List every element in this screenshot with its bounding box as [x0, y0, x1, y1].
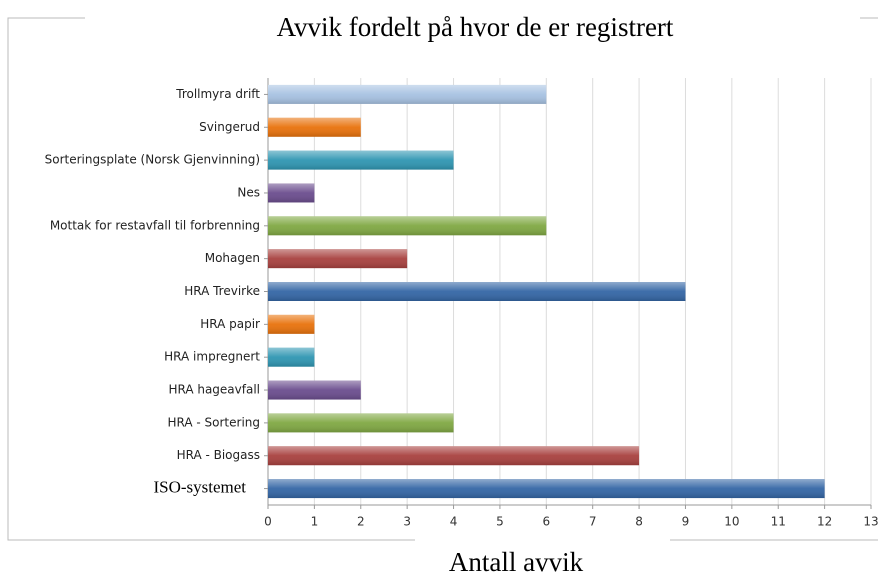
bar-shine	[268, 413, 454, 433]
y-tick-label: HRA papir	[200, 317, 260, 331]
bar-shine	[268, 282, 686, 301]
x-tick-label: 12	[817, 515, 832, 529]
x-tick-label: 9	[682, 515, 690, 529]
x-tick-label: 7	[589, 515, 597, 529]
y-tick-label: HRA hageavfall	[168, 383, 260, 397]
y-tick-label: HRA Trevirke	[184, 284, 260, 298]
x-tick-label: 1	[311, 515, 319, 529]
x-tick-label: 5	[496, 515, 504, 529]
x-tick-label: 4	[450, 515, 458, 529]
x-tick-label: 0	[264, 515, 272, 529]
bar-shine	[268, 84, 547, 104]
y-tick-label: ISO-systemet	[153, 477, 246, 496]
x-tick-label: 13	[863, 515, 878, 529]
y-tick-label: Trollmyra drift	[175, 87, 260, 101]
bar-shine	[268, 216, 547, 236]
y-tick-label: Mohagen	[205, 251, 260, 265]
y-tick-label: HRA - Sortering	[167, 415, 260, 429]
bar-shine	[268, 117, 361, 137]
x-tick-label: 2	[357, 515, 365, 529]
x-tick-label: 6	[542, 515, 550, 529]
y-tick-label: Nes	[237, 185, 260, 199]
x-tick-label: 8	[635, 515, 643, 529]
bar-shine	[268, 150, 454, 170]
y-tick-label: HRA impregnert	[164, 350, 260, 364]
frame	[670, 17, 878, 541]
x-tick-label: 3	[403, 515, 411, 529]
bar-shine	[268, 479, 825, 499]
y-tick-label: Sorteringsplate (Norsk Gjenvinning)	[45, 153, 260, 167]
x-tick-label: 11	[771, 515, 786, 529]
x-axis-title: Antall avvik	[449, 547, 584, 577]
y-tick-label: Svingerud	[199, 120, 260, 134]
bar-shine	[268, 446, 640, 466]
bar-shine	[268, 314, 315, 334]
bar-shine	[268, 183, 315, 203]
chart-title: Avvik fordelt på hvor de er registrert	[277, 12, 674, 42]
frame	[7, 17, 415, 541]
y-tick-label: HRA - Biogass	[177, 448, 260, 462]
x-tick-label: 10	[724, 515, 739, 529]
bar-shine	[268, 380, 361, 400]
y-tick-label: Mottak for restavfall til forbrenning	[50, 218, 260, 232]
bar-shine	[268, 347, 315, 367]
bar-shine	[268, 249, 408, 269]
